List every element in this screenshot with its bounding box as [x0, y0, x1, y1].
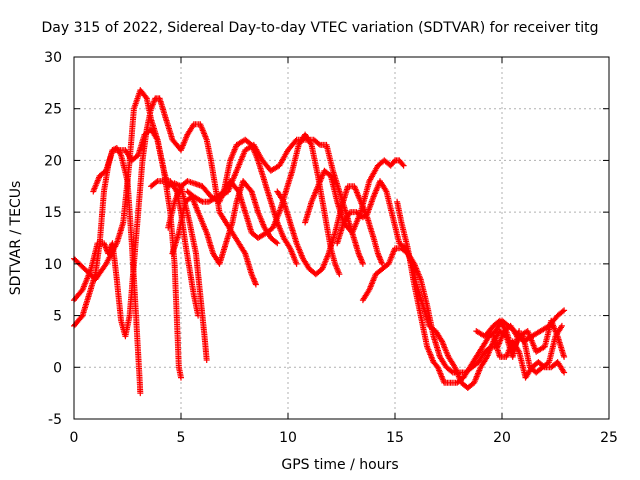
- series-markers: [490, 333, 568, 381]
- x-tick-label: 5: [177, 430, 186, 446]
- series-markers: [394, 198, 568, 386]
- series-markers: [274, 183, 386, 278]
- y-tick-label: 5: [53, 309, 62, 325]
- series-markers: [169, 178, 281, 267]
- chart-title: Day 315 of 2022, Sidereal Day-to-day VTE…: [41, 20, 599, 36]
- x-tick-label: 20: [493, 430, 511, 446]
- y-tick-label: 30: [44, 50, 62, 66]
- series-sat-g: [169, 178, 281, 267]
- plot-frame: [73, 56, 610, 420]
- axis-ticks: 0 5 10 15 20 25 -5 0 5 10 15 20 25 30: [44, 50, 618, 446]
- series-sat-p: [490, 333, 568, 381]
- series-sat-n: [359, 245, 565, 376]
- y-tick-label: 25: [44, 102, 62, 118]
- x-tick-label: 25: [600, 430, 618, 446]
- series-sat-m: [394, 198, 568, 386]
- x-tick-label: 0: [70, 430, 79, 446]
- series-markers: [359, 245, 565, 376]
- data-series: [71, 87, 568, 397]
- y-axis-label: SDTVAR / TECUs: [8, 180, 24, 296]
- x-tick-label: 10: [279, 430, 297, 446]
- grid-lines: [74, 57, 609, 419]
- series-sat-k: [274, 183, 386, 278]
- y-tick-label: 0: [53, 360, 62, 376]
- y-tick-label: -5: [48, 412, 62, 428]
- x-tick-label: 15: [386, 430, 404, 446]
- y-tick-label: 15: [44, 205, 62, 221]
- x-axis-label: GPS time / hours: [281, 457, 399, 473]
- y-tick-label: 10: [44, 257, 62, 273]
- y-tick-label: 20: [44, 153, 62, 169]
